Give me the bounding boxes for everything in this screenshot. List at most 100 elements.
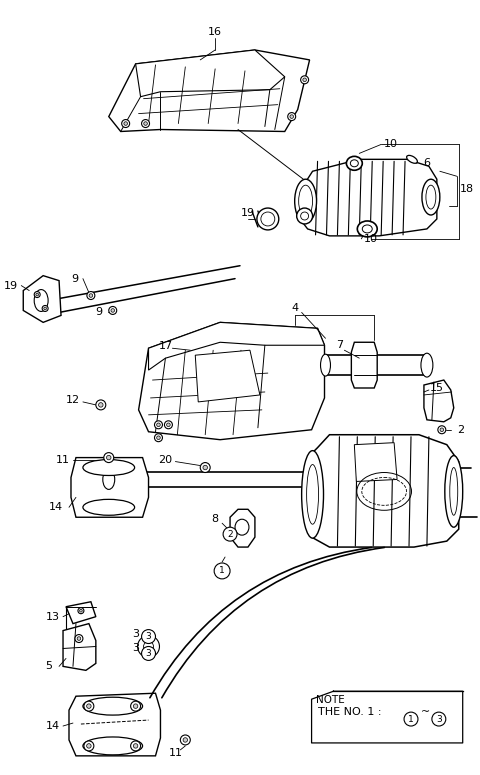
Circle shape <box>133 704 138 708</box>
Circle shape <box>122 119 130 128</box>
Text: 1: 1 <box>408 715 414 724</box>
Ellipse shape <box>347 157 362 170</box>
Polygon shape <box>351 343 377 388</box>
Ellipse shape <box>261 212 275 226</box>
Circle shape <box>131 701 141 711</box>
Text: 10: 10 <box>364 234 378 244</box>
Polygon shape <box>66 601 96 624</box>
Circle shape <box>109 306 117 315</box>
Circle shape <box>75 635 83 642</box>
Polygon shape <box>71 457 148 517</box>
Circle shape <box>438 425 446 434</box>
Circle shape <box>404 712 418 726</box>
Circle shape <box>223 527 237 541</box>
Text: 3: 3 <box>145 632 151 641</box>
Ellipse shape <box>297 208 312 224</box>
Circle shape <box>87 744 91 748</box>
Text: 3: 3 <box>436 715 442 724</box>
Ellipse shape <box>295 179 316 223</box>
Text: 3: 3 <box>145 649 151 658</box>
Circle shape <box>131 741 141 751</box>
Circle shape <box>300 76 309 84</box>
Polygon shape <box>424 380 454 422</box>
Text: ~: ~ <box>421 707 430 717</box>
Polygon shape <box>136 50 285 97</box>
Ellipse shape <box>83 499 134 515</box>
Circle shape <box>432 712 446 726</box>
Text: 2: 2 <box>457 425 464 435</box>
Text: 2: 2 <box>227 529 233 539</box>
Circle shape <box>77 637 81 640</box>
Circle shape <box>142 119 150 128</box>
Circle shape <box>303 78 306 81</box>
Text: 18: 18 <box>460 184 474 195</box>
Circle shape <box>111 308 115 312</box>
Polygon shape <box>69 693 160 756</box>
Polygon shape <box>230 509 255 547</box>
Circle shape <box>156 423 160 426</box>
Ellipse shape <box>357 221 377 237</box>
Ellipse shape <box>407 155 418 164</box>
Circle shape <box>200 463 210 473</box>
Circle shape <box>288 112 296 121</box>
Polygon shape <box>63 624 96 670</box>
Circle shape <box>107 456 111 460</box>
Circle shape <box>144 122 147 126</box>
Ellipse shape <box>34 290 48 312</box>
Text: 14: 14 <box>46 721 60 731</box>
Circle shape <box>98 403 103 407</box>
Ellipse shape <box>362 225 372 233</box>
Ellipse shape <box>450 467 458 515</box>
Circle shape <box>80 609 82 612</box>
Text: 11: 11 <box>56 455 70 464</box>
Ellipse shape <box>138 636 159 657</box>
Polygon shape <box>139 322 324 439</box>
Text: THE NO. 1 :: THE NO. 1 : <box>318 707 381 717</box>
Text: 17: 17 <box>158 341 172 351</box>
Circle shape <box>214 563 230 579</box>
Circle shape <box>87 291 95 299</box>
Circle shape <box>78 608 84 614</box>
Text: 3: 3 <box>132 629 139 639</box>
Circle shape <box>156 436 160 439</box>
Ellipse shape <box>257 208 279 230</box>
Ellipse shape <box>103 470 115 489</box>
Polygon shape <box>354 443 397 481</box>
Ellipse shape <box>301 450 324 538</box>
Text: NOTE: NOTE <box>315 695 344 705</box>
Ellipse shape <box>83 698 143 715</box>
Text: 10: 10 <box>384 140 398 150</box>
Circle shape <box>36 293 38 296</box>
Circle shape <box>42 305 48 312</box>
Text: 14: 14 <box>49 502 63 512</box>
Polygon shape <box>23 276 61 322</box>
Circle shape <box>84 701 94 711</box>
Text: 16: 16 <box>208 27 222 37</box>
Ellipse shape <box>83 737 143 755</box>
Circle shape <box>133 744 138 748</box>
Polygon shape <box>308 435 459 547</box>
Text: 3: 3 <box>132 643 139 653</box>
Circle shape <box>44 307 47 310</box>
Text: 20: 20 <box>158 455 172 464</box>
Ellipse shape <box>83 460 134 476</box>
Ellipse shape <box>299 185 312 217</box>
Circle shape <box>165 421 172 429</box>
Polygon shape <box>195 350 260 402</box>
Text: 5: 5 <box>46 661 53 671</box>
Circle shape <box>34 291 40 298</box>
Circle shape <box>155 421 162 429</box>
Circle shape <box>167 423 170 426</box>
Text: 9: 9 <box>72 274 79 284</box>
Text: 9: 9 <box>95 308 102 318</box>
Text: 11: 11 <box>168 748 182 758</box>
Text: 15: 15 <box>430 383 444 393</box>
Text: 1: 1 <box>219 567 225 575</box>
Circle shape <box>203 465 207 470</box>
Circle shape <box>84 741 94 751</box>
Circle shape <box>142 629 156 643</box>
Ellipse shape <box>350 160 358 167</box>
Ellipse shape <box>445 456 463 527</box>
Circle shape <box>180 735 190 745</box>
Circle shape <box>87 704 91 708</box>
